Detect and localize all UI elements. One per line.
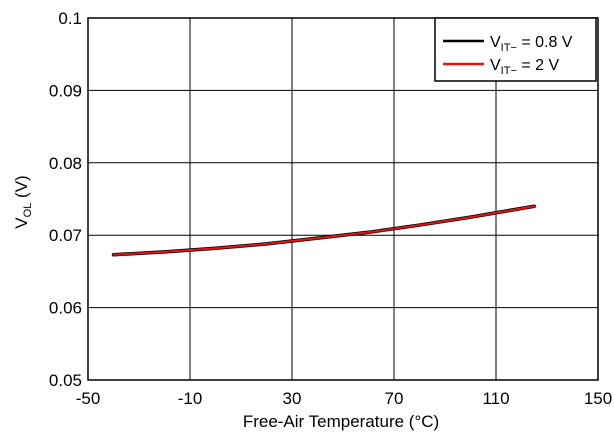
x-tick-labels: -50 -10 30 70 110 150 (76, 389, 612, 408)
grid (87, 17, 599, 381)
y-tick-label: 0.05 (49, 371, 82, 390)
legend-label-vit-2v: VIT− = 2 V (490, 57, 559, 77)
legend-label-1-rest: = 2 V (517, 57, 560, 74)
series-lines (111, 204, 536, 257)
x-axis-label: Free-Air Temperature (°C) (243, 412, 439, 431)
legend-label-0-main: V (490, 34, 501, 51)
legend-label-1-subscript: IT− (501, 65, 517, 77)
y-axis-label-subscript: OL (22, 203, 34, 218)
x-tick-label: 150 (584, 389, 612, 408)
series-line-1 (112, 205, 536, 256)
legend-label-0-rest: = 0.8 V (517, 34, 573, 51)
y-tick-label: 0.1 (58, 9, 82, 28)
x-tick-label: 110 (482, 389, 509, 408)
y-tick-label: 0.07 (49, 226, 82, 245)
x-tick-label: -10 (178, 389, 203, 408)
y-axis-label-unit: (V) (12, 175, 31, 202)
x-tick-label: 70 (385, 389, 404, 408)
plot-frame (87, 17, 599, 381)
legend-box (434, 17, 597, 82)
legend: VIT− = 0.8 V VIT− = 2 V (434, 17, 597, 82)
legend-label-1-main: V (490, 57, 501, 74)
x-tick-label: 30 (283, 389, 302, 408)
y-tick-labels: 0.05 0.06 0.07 0.08 0.09 0.1 (49, 9, 82, 390)
legend-label-0-subscript: IT− (501, 42, 517, 54)
y-tick-label: 0.09 (49, 81, 82, 100)
y-tick-label: 0.08 (49, 154, 82, 173)
x-tick-label: -50 (76, 389, 101, 408)
y-tick-label: 0.06 (49, 299, 82, 318)
legend-label-vit-0.8v: VIT− = 0.8 V (490, 34, 573, 54)
y-axis-label: VOL (V) (12, 175, 34, 228)
y-axis-label-main: V (12, 217, 31, 229)
